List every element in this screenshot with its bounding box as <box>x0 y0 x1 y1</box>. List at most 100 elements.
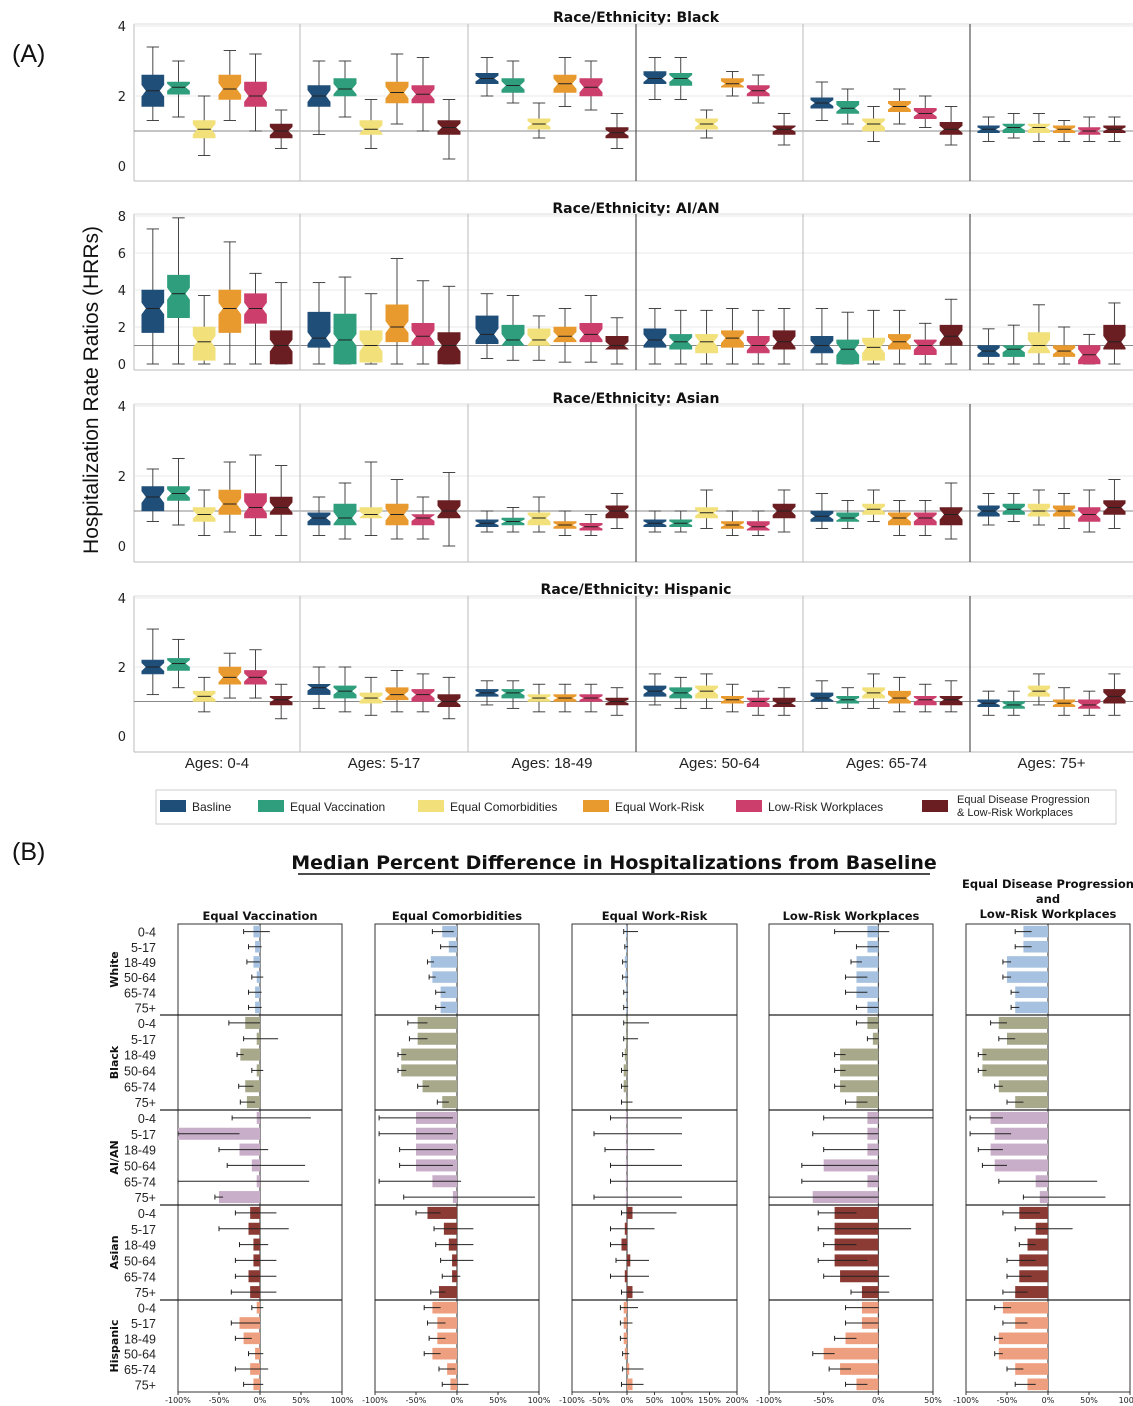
age-label: 5-17 <box>131 1033 156 1047</box>
y-tick-label: 2 <box>118 90 126 105</box>
box <box>746 697 770 707</box>
x-tick-label: 150% <box>698 1396 721 1405</box>
box <box>643 71 667 85</box>
bar <box>1023 925 1048 938</box>
age-label: 75+ <box>135 1001 156 1015</box>
box <box>836 339 860 365</box>
box <box>307 512 331 526</box>
y-tick-label: 0 <box>118 730 126 745</box>
bar <box>401 1064 457 1077</box>
box <box>437 500 461 519</box>
box <box>721 330 744 348</box>
legend-label: Equal Disease Progression & Low-Risk Work… <box>957 794 1090 819</box>
x-tick-label: 100% <box>331 1396 354 1405</box>
box <box>437 694 461 707</box>
race-label: White <box>108 951 121 987</box>
box <box>1002 345 1025 357</box>
x-tick-label: 0% <box>1042 1396 1055 1405</box>
box <box>1103 324 1126 350</box>
panel-label-a: (A) <box>12 40 45 68</box>
boxplot-panel: Race/Ethnicity: Asian 0 2 4 <box>118 391 1133 563</box>
bar <box>437 1332 457 1345</box>
age-label: 65-74 <box>124 1175 156 1189</box>
bar <box>442 1096 457 1109</box>
x-category-label: Ages: 65-74 <box>846 755 927 772</box>
x-tick-label: -50% <box>209 1396 230 1405</box>
bar-subplot: Equal Comorbidities -100% -50% 0% 50% 100% <box>362 909 551 1405</box>
box <box>244 493 267 519</box>
x-tick-label: -100% <box>756 1396 782 1405</box>
age-label: 5-17 <box>131 1128 156 1142</box>
bar <box>1015 1317 1048 1329</box>
legend-label-line: & Low-Risk Workplaces <box>957 807 1073 819</box>
legend-swatch <box>736 800 762 812</box>
bar-subplot: Equal Vaccination -100% -50% 0% 50% 100% <box>165 909 354 1405</box>
x-tick-label: -50% <box>997 1396 1018 1405</box>
box <box>141 289 165 333</box>
box <box>1078 699 1101 709</box>
box <box>913 339 937 356</box>
panel-title: Race/Ethnicity: Asian <box>553 391 720 407</box>
boxplot-panel: Race/Ethnicity: Black 0 2 4 <box>118 10 1133 182</box>
age-label: 65-74 <box>124 1270 156 1284</box>
age-label: 75+ <box>135 1191 156 1205</box>
bar <box>438 1286 457 1299</box>
subplot-title-line: Low-Risk Workplaces <box>980 907 1117 921</box>
box <box>411 323 435 346</box>
box <box>913 696 937 706</box>
box <box>772 125 796 135</box>
bar-subplot: Equal Disease Progression and Low-Risk Wor… <box>953 877 1133 1405</box>
box <box>810 692 834 702</box>
subplot-title-line: Equal Disease Progression <box>962 877 1133 891</box>
box <box>359 507 383 519</box>
subplot-title: Equal Vaccination <box>202 909 317 923</box>
box <box>527 328 551 346</box>
subplot-title: Equal Comorbidities <box>392 909 522 923</box>
box <box>192 326 216 361</box>
box <box>501 689 525 699</box>
legend-swatch <box>258 800 284 812</box>
box <box>218 489 242 515</box>
legend-label: Equal Work-Risk <box>615 800 705 814</box>
x-tick-label: -50% <box>406 1396 427 1405</box>
box <box>746 521 770 531</box>
panel-title: Race/Ethnicity: AI/AN <box>552 201 719 217</box>
y-tick-label: 2 <box>118 321 126 336</box>
bar <box>1015 986 1048 999</box>
box <box>605 505 629 519</box>
age-label: 65-74 <box>124 986 156 1000</box>
bar <box>840 1080 879 1093</box>
boxplot-panel: Race/Ethnicity: AI/AN 0 2 4 6 8 <box>118 201 1133 373</box>
box <box>888 690 911 704</box>
y-tick-label: 2 <box>118 661 126 676</box>
y-tick-label: 6 <box>118 247 126 262</box>
x-category-label: Ages: 18-49 <box>512 755 593 772</box>
box <box>333 503 357 526</box>
y-tick-label: 4 <box>118 592 126 607</box>
box <box>269 496 293 515</box>
age-label: 75+ <box>135 1286 156 1300</box>
bar <box>1015 1096 1048 1109</box>
bar <box>998 1332 1048 1345</box>
box <box>269 330 293 365</box>
bar <box>240 1048 260 1061</box>
bar-subplot: Low-Risk Workplaces -100% -50% 0% 50% <box>756 909 942 1405</box>
box <box>333 685 357 699</box>
x-tick-label: 0% <box>254 1396 267 1405</box>
bar <box>219 1191 260 1204</box>
bar <box>401 1048 457 1061</box>
y-axis-label: Hospitalization Rate Ratios (HRRs) <box>80 226 103 554</box>
box <box>836 100 860 114</box>
box <box>307 311 331 348</box>
box <box>669 72 693 86</box>
box <box>501 324 525 346</box>
box <box>475 315 499 344</box>
subplot-title-line: and <box>1036 892 1060 906</box>
boxplot-panel: Race/Ethnicity: Hispanic 0 2 4 <box>118 582 1133 753</box>
bar <box>990 1111 1048 1124</box>
bar <box>1027 1378 1048 1391</box>
bar <box>1002 1301 1048 1314</box>
box <box>939 696 963 706</box>
subplot-frame <box>768 923 934 1393</box>
age-label: 5-17 <box>131 941 156 955</box>
